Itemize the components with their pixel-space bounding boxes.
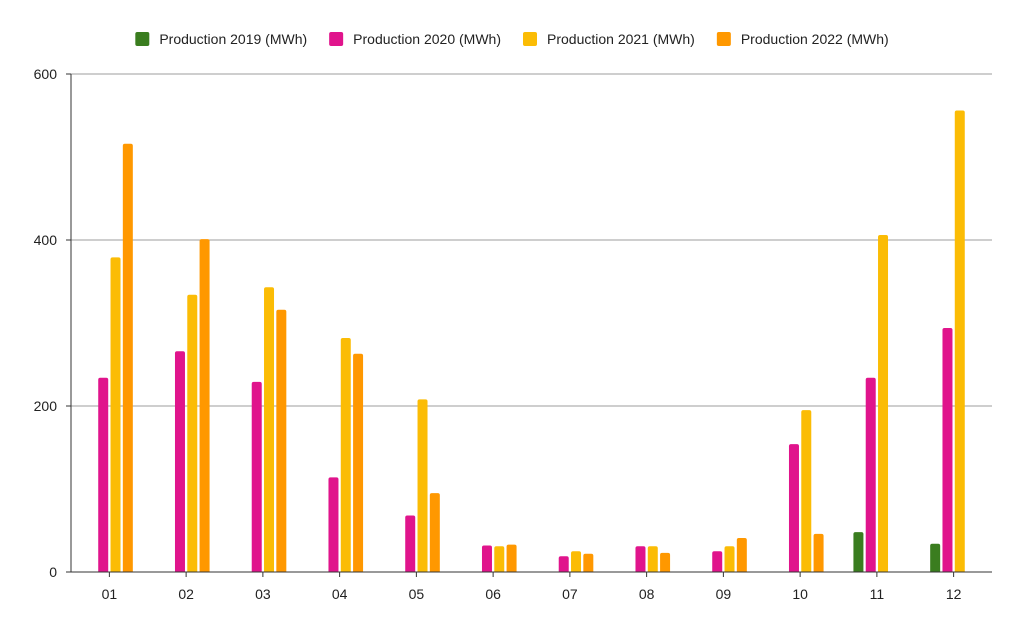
bar-production-2022-mwh-08: [660, 552, 671, 572]
legend-item[interactable]: Production 2021 (MWh): [523, 31, 695, 47]
y-tick-label: 200: [34, 398, 58, 414]
x-tick-label: 05: [409, 586, 425, 602]
bar-production-2022-mwh-01: [122, 143, 133, 572]
bar-production-2020-mwh-06: [481, 545, 492, 572]
x-tick-label: 04: [332, 586, 348, 602]
bar-production-2022-mwh-02: [199, 239, 210, 573]
legend-label: Production 2021 (MWh): [547, 31, 695, 47]
bar-production-2020-mwh-03: [251, 381, 262, 572]
x-tick-label: 09: [716, 586, 732, 602]
bar-production-2020-mwh-07: [558, 556, 569, 572]
bar-production-2021-mwh-08: [647, 546, 658, 572]
x-tick-label: 01: [102, 586, 118, 602]
legend-item[interactable]: Production 2020 (MWh): [329, 31, 501, 47]
x-tick-label: 07: [562, 586, 578, 602]
legend-swatch: [523, 32, 537, 46]
bar-production-2021-mwh-06: [494, 546, 505, 572]
bar-production-2022-mwh-09: [736, 537, 747, 572]
bar-production-2022-mwh-07: [583, 553, 594, 572]
x-axis-ticks: 01 02 03 04 05 06 07 08 09 10 11 12: [102, 572, 962, 602]
y-tick-label: 0: [49, 564, 57, 580]
bar-production-2022-mwh-05: [429, 493, 440, 572]
x-tick-label: 12: [946, 586, 962, 602]
bar-production-2021-mwh-07: [571, 551, 582, 572]
bar-production-2021-mwh-04: [340, 337, 351, 572]
bar-production-2021-mwh-11: [878, 235, 889, 572]
bar-production-2021-mwh-09: [724, 546, 735, 572]
bar-production-2022-mwh-03: [276, 309, 287, 572]
bar-production-2021-mwh-05: [417, 399, 428, 572]
x-tick-label: 08: [639, 586, 655, 602]
bar-production-2020-mwh-05: [405, 515, 416, 572]
legend: Production 2019 (MWh) Production 2020 (MW…: [135, 31, 889, 47]
x-tick-label: 02: [178, 586, 194, 602]
legend-item[interactable]: Production 2019 (MWh): [135, 31, 307, 47]
x-tick-label: 11: [870, 586, 885, 602]
bar-production-2021-mwh-12: [954, 110, 965, 573]
legend-swatch: [329, 32, 344, 46]
bar-production-2020-mwh-12: [942, 327, 953, 572]
grid-lines: [71, 73, 992, 407]
bar-production-2022-mwh-04: [353, 353, 364, 572]
x-tick-label: 10: [792, 586, 808, 602]
x-tick-label: 03: [255, 586, 271, 602]
bars: [98, 110, 965, 573]
legend-label: Production 2022 (MWh): [741, 31, 889, 47]
bar-production-2020-mwh-10: [788, 444, 799, 572]
bar-production-2020-mwh-08: [635, 546, 646, 572]
bar-production-2022-mwh-10: [813, 533, 824, 572]
bar-production-2022-mwh-06: [506, 544, 517, 572]
bar-production-2020-mwh-01: [98, 377, 109, 572]
legend-swatch: [716, 32, 731, 46]
bar-production-2021-mwh-01: [110, 257, 121, 572]
legend-label: Production 2020 (MWh): [353, 31, 501, 47]
y-tick-label: 600: [34, 66, 58, 82]
bar-production-2021-mwh-02: [187, 294, 198, 572]
bar-production-2019-mwh-11: [853, 532, 864, 572]
y-axis-ticks: 0 200 400 600: [34, 66, 71, 580]
bar-production-2020-mwh-11: [865, 377, 876, 572]
y-tick-label: 400: [34, 232, 58, 248]
bar-production-2020-mwh-02: [174, 351, 185, 572]
legend-swatch: [135, 32, 150, 46]
bar-production-2020-mwh-09: [712, 551, 723, 572]
bar-production-2021-mwh-10: [801, 410, 812, 572]
legend-label: Production 2019 (MWh): [159, 31, 307, 47]
bar-production-2021-mwh-03: [264, 287, 275, 572]
bar-production-2019-mwh-12: [930, 543, 941, 572]
axes: [70, 74, 992, 573]
legend-item[interactable]: Production 2022 (MWh): [716, 31, 889, 47]
bar-production-2020-mwh-04: [328, 477, 339, 572]
x-tick-label: 06: [485, 586, 501, 602]
